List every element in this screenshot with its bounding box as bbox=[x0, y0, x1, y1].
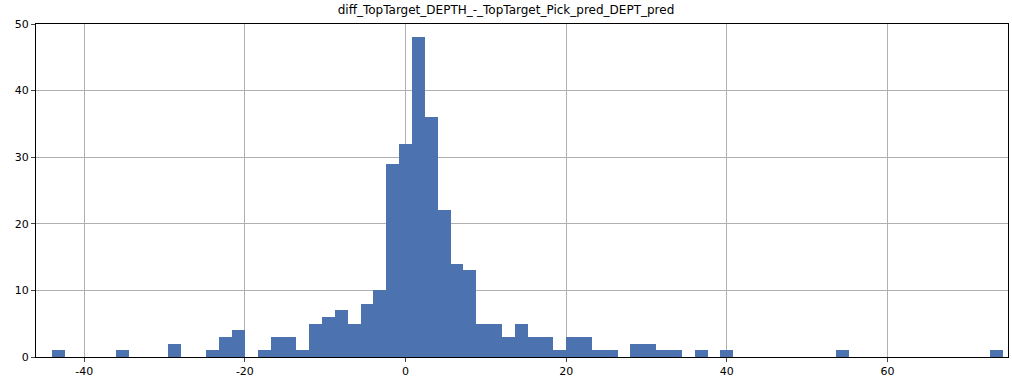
svg-text:20: 20 bbox=[15, 218, 29, 231]
svg-text:-20: -20 bbox=[236, 365, 254, 378]
svg-text:10: 10 bbox=[15, 284, 29, 297]
svg-text:0: 0 bbox=[22, 351, 29, 364]
svg-text:20: 20 bbox=[559, 365, 573, 378]
svg-text:-40: -40 bbox=[75, 365, 93, 378]
svg-text:0: 0 bbox=[402, 365, 409, 378]
svg-text:60: 60 bbox=[881, 365, 895, 378]
svg-text:40: 40 bbox=[15, 84, 29, 97]
svg-text:40: 40 bbox=[720, 365, 734, 378]
svg-text:50: 50 bbox=[15, 18, 29, 31]
svg-text:30: 30 bbox=[15, 151, 29, 164]
svg-text:diff_TopTarget_DEPTH_-_TopTarg: diff_TopTarget_DEPTH_-_TopTarget_Pick_pr… bbox=[338, 3, 675, 17]
